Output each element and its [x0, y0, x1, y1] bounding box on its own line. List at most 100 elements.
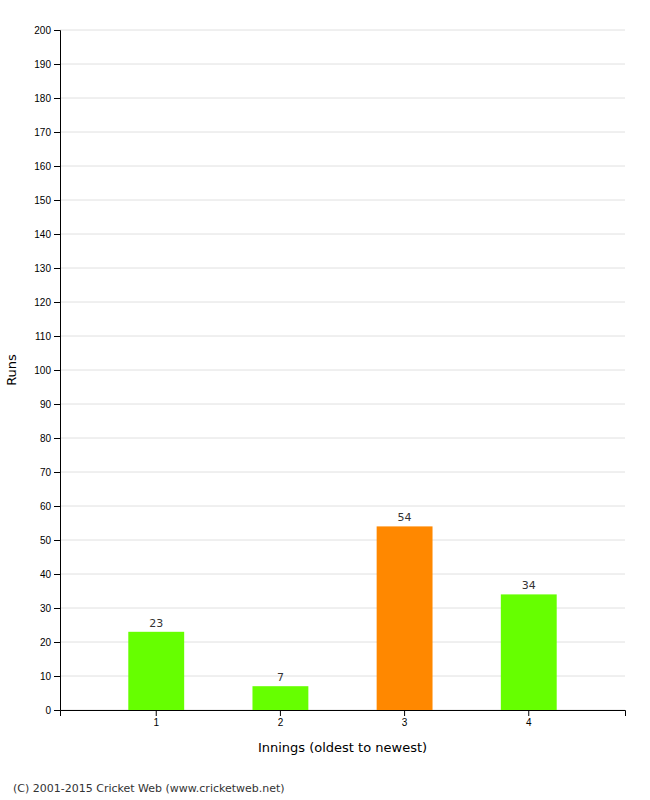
- tick: 50: [40, 535, 60, 546]
- tick-mark: [156, 710, 157, 716]
- tick-label: 40: [40, 569, 52, 580]
- tick-mark: [54, 200, 60, 201]
- tick-label: 130: [34, 263, 51, 274]
- tick-mark: [54, 506, 60, 507]
- tick-label: 180: [34, 93, 51, 104]
- bar: [377, 526, 433, 710]
- grid-line: [60, 472, 625, 473]
- data-labels: 23 7 54 34: [149, 511, 536, 684]
- grid-line: [60, 438, 625, 439]
- tick-label: 90: [40, 399, 52, 410]
- tick-mark: [54, 438, 60, 439]
- data-label: 23: [149, 617, 163, 630]
- tick-label: 20: [40, 637, 52, 648]
- grid-line: [60, 98, 625, 99]
- tick-mark: [54, 64, 60, 65]
- grid-line: [60, 268, 625, 269]
- tick: 20: [40, 637, 60, 648]
- grid-line: [60, 506, 625, 507]
- grid-line: [60, 540, 625, 541]
- chart: 2375434123401020304050607080901001101201…: [0, 0, 650, 800]
- tick: 1: [153, 710, 159, 728]
- tick-mark: [54, 574, 60, 575]
- tick-label: 0: [45, 705, 51, 716]
- grid-line: [60, 234, 625, 235]
- tick-mark: [54, 268, 60, 269]
- bars: [128, 526, 556, 710]
- tick-label: 30: [40, 603, 52, 614]
- tick-mark: [54, 540, 60, 541]
- tick: 150: [34, 195, 60, 206]
- tick: 100: [34, 365, 60, 376]
- tick: 80: [40, 433, 60, 444]
- tick: 2: [278, 710, 284, 728]
- tick-mark: [54, 166, 60, 167]
- bar: [128, 632, 184, 710]
- tick-label: 120: [34, 297, 51, 308]
- tick-mark: [54, 710, 60, 711]
- tick-label: 150: [34, 195, 51, 206]
- tick-label: 160: [34, 161, 51, 172]
- y-axis: 0 10 20 30 40 50 60 70 80 90 100 110 120 130 140 150 160…: [34, 25, 60, 716]
- tick-mark: [54, 608, 60, 609]
- tick-mark: [54, 472, 60, 473]
- tick-label: 1: [153, 717, 159, 728]
- tick: 60: [40, 501, 60, 512]
- grid-line: [60, 370, 625, 371]
- y-axis-title: Runs: [4, 354, 19, 386]
- tick: 70: [40, 467, 60, 478]
- tick-mark: [54, 30, 60, 31]
- tick-mark: [54, 98, 60, 99]
- grid-line: [60, 336, 625, 337]
- tick-mark: [280, 710, 281, 716]
- tick: 3: [402, 710, 408, 728]
- tick: 160: [34, 161, 60, 172]
- bar: [501, 594, 557, 710]
- tick: 90: [40, 399, 60, 410]
- tick: 4: [526, 710, 532, 728]
- tick-label: 80: [40, 433, 52, 444]
- tick: 170: [34, 127, 60, 138]
- tick-label: 4: [526, 717, 532, 728]
- axis-line: [54, 31, 61, 711]
- x-axis-title: Innings (oldest to newest): [258, 740, 427, 755]
- tick-label: 3: [402, 717, 408, 728]
- tick-mark: [54, 676, 60, 677]
- bar: [252, 686, 308, 710]
- tick-mark: [528, 710, 529, 716]
- grid-line: [60, 64, 625, 65]
- grid-line: [60, 132, 625, 133]
- tick-label: 10: [40, 671, 52, 682]
- tick: 10: [40, 671, 60, 682]
- tick: 200: [34, 25, 60, 36]
- tick-mark: [54, 370, 60, 371]
- tick-mark: [54, 642, 60, 643]
- tick-label: 70: [40, 467, 52, 478]
- tick-mark: [404, 710, 405, 716]
- tick: 40: [40, 569, 60, 580]
- tick-mark: [54, 132, 60, 133]
- data-label: 7: [277, 671, 284, 684]
- tick-mark: [54, 302, 60, 303]
- tick-mark: [54, 404, 60, 405]
- tick: 120: [34, 297, 60, 308]
- tick-mark: [54, 336, 60, 337]
- tick-label: 140: [34, 229, 51, 240]
- tick-label: 100: [34, 365, 51, 376]
- grid-line: [60, 302, 625, 303]
- grid-line: [60, 404, 625, 405]
- data-label: 54: [398, 511, 412, 524]
- tick-label: 190: [34, 59, 51, 70]
- x-axis: 1 2 3 4: [61, 710, 626, 728]
- footer: (C) 2001-2015 Cricket Web (www.cricketwe…: [13, 782, 285, 795]
- grid-line: [60, 574, 625, 575]
- tick-label: 60: [40, 501, 52, 512]
- grid-line: [60, 30, 625, 31]
- data-label: 34: [522, 579, 536, 592]
- tick: 180: [34, 93, 60, 104]
- grid-line: [60, 166, 625, 167]
- tick: 130: [34, 263, 60, 274]
- axis-line: [61, 711, 626, 717]
- tick-label: 110: [35, 331, 51, 342]
- tick-label: 50: [40, 535, 52, 546]
